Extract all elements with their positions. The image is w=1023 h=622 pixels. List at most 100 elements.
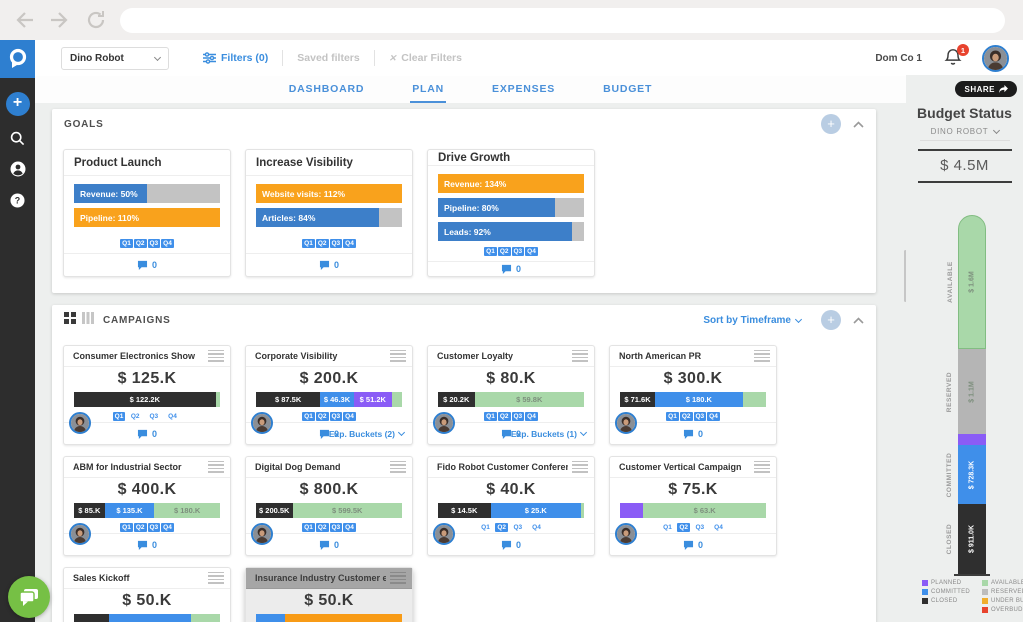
drag-handle-icon[interactable] — [572, 460, 588, 473]
budget-segment: $ 135.K — [104, 502, 155, 519]
campaign-card[interactable]: Sales Kickoff $ 50.K — [63, 567, 231, 622]
quarter-badge: Q3 — [693, 412, 707, 422]
budget-chart-segment: CLOSED $ 911.0K — [946, 504, 986, 574]
goal-metric-bar: Leads: 92% — [438, 222, 584, 242]
budget-segment — [109, 613, 191, 622]
app-logo[interactable] — [0, 40, 35, 78]
quarter-badges: Q1 Q2 Q3 Q4 — [246, 522, 412, 533]
owner-avatar[interactable] — [615, 523, 637, 546]
owner-avatar[interactable] — [251, 412, 273, 435]
browser-refresh-icon[interactable] — [84, 8, 108, 32]
owner-avatar[interactable] — [69, 523, 91, 546]
comments-button[interactable]: 0 — [137, 540, 157, 550]
campaign-card[interactable]: Customer Vertical Campaign $ 75.K $ 63.K… — [609, 456, 777, 556]
quarter-badge: Q3 — [147, 523, 161, 533]
expense-buckets-link[interactable]: Exp. Buckets (2) — [329, 429, 406, 439]
filters-button[interactable]: Filters (0) — [203, 52, 268, 64]
search-icon[interactable] — [9, 129, 27, 147]
drag-handle-icon[interactable] — [754, 460, 770, 473]
add-button[interactable] — [5, 92, 30, 116]
comments-button[interactable]: 0 — [319, 540, 339, 550]
collapse-goals-icon[interactable] — [853, 120, 864, 128]
comments-button[interactable]: 0 — [319, 260, 339, 270]
tab-expenses[interactable]: EXPENSES — [492, 83, 556, 95]
comments-button[interactable]: 0 — [501, 264, 521, 275]
comments-button[interactable]: 0 — [683, 429, 703, 439]
campaign-card[interactable]: ABM for Industrial Sector $ 400.K $ 85.K… — [63, 456, 231, 556]
tab-budget[interactable]: BUDGET — [603, 83, 653, 95]
quarter-badge: Q3 — [147, 239, 161, 248]
budget-scope-select[interactable]: DINO ROBOT — [920, 126, 1010, 141]
comments-button[interactable]: 0 — [137, 260, 157, 270]
budget-segment: $ 180.K — [154, 502, 220, 519]
campaign-card[interactable]: Insurance Industry Customer event $ 50.K — [245, 567, 413, 622]
goal-metric-bar: Articles: 84% — [256, 208, 402, 227]
comment-icon — [683, 540, 694, 550]
segment-category-label: RESERVED — [946, 371, 953, 412]
owner-avatar[interactable] — [69, 412, 91, 435]
account-icon[interactable] — [9, 160, 27, 178]
drag-handle-icon[interactable] — [208, 349, 224, 362]
account-name[interactable]: Dom Co 1 — [875, 52, 922, 64]
sort-dropdown[interactable]: Sort by Timeframe — [703, 315, 803, 326]
browser-back-icon[interactable] — [12, 8, 36, 32]
comment-count: 0 — [515, 539, 521, 550]
owner-avatar[interactable] — [615, 412, 637, 435]
legend-item: UNDER BUDGET — [982, 598, 1023, 604]
drag-handle-icon[interactable] — [754, 349, 770, 362]
campaign-card[interactable]: Digital Dog Demand $ 800.K $ 200.5K $ 599… — [245, 456, 413, 556]
address-bar[interactable] — [120, 8, 1005, 33]
help-icon[interactable]: ? — [9, 191, 27, 209]
owner-avatar[interactable] — [433, 412, 455, 435]
comments-button[interactable]: 0 — [683, 540, 703, 550]
scrollbar[interactable] — [904, 250, 907, 302]
drag-handle-icon[interactable] — [390, 460, 406, 473]
column-view-icon[interactable] — [82, 311, 94, 329]
drag-handle-icon[interactable] — [208, 460, 224, 473]
legend-swatch — [982, 598, 989, 604]
goal-name: Product Launch — [74, 156, 162, 169]
owner-avatar[interactable] — [251, 523, 273, 546]
goal-card[interactable]: Product Launch Revenue: 50% Pipeline: 110… — [63, 149, 231, 277]
tab-dashboard[interactable]: DASHBOARD — [288, 83, 365, 95]
goal-card[interactable]: Drive Growth Revenue: 134% Pipeline: 80% L… — [427, 149, 595, 277]
drag-handle-icon[interactable] — [390, 571, 406, 584]
campaign-name: Fido Robot Customer Conference — [437, 461, 568, 472]
quarter-badges: Q1 Q2 Q3 Q4 — [428, 522, 594, 533]
card-view-icon[interactable] — [64, 311, 76, 329]
notifications-bell-icon[interactable]: 1 — [944, 44, 969, 69]
campaign-card[interactable]: Consumer Electronics Show $ 125.K $ 122.… — [63, 345, 231, 445]
workspace-select[interactable]: Dino Robot — [61, 46, 169, 70]
goal-card[interactable]: Increase Visibility Website visits: 112%… — [245, 149, 413, 277]
comments-button[interactable]: 0 — [319, 429, 339, 439]
campaign-card[interactable]: Customer Loyalty $ 80.K $ 20.2K $ 59.8K Q… — [427, 345, 595, 445]
campaign-budget-bar — [74, 613, 220, 622]
add-goal-button[interactable] — [821, 114, 841, 134]
campaign-budget-bar: $ 71.6K $ 180.K — [620, 391, 766, 408]
campaigns-panel: CAMPAIGNS Sort by Timeframe Consumer Ele… — [52, 305, 876, 622]
drag-handle-icon[interactable] — [390, 349, 406, 362]
tab-plan[interactable]: PLAN — [410, 76, 447, 103]
browser-forward-icon[interactable] — [48, 8, 72, 32]
campaign-card[interactable]: North American PR $ 300.K $ 71.6K $ 180.K… — [609, 345, 777, 445]
comments-button[interactable]: 0 — [501, 429, 521, 439]
add-campaign-button[interactable] — [821, 310, 841, 330]
chat-button[interactable] — [8, 576, 50, 618]
drag-handle-icon[interactable] — [572, 349, 588, 362]
comment-icon — [137, 540, 148, 550]
quarter-badges: Q1 Q2 Q3 Q4 — [428, 411, 594, 422]
drag-handle-icon[interactable] — [208, 571, 224, 584]
share-arrow-icon — [999, 85, 1008, 93]
user-avatar[interactable] — [982, 44, 1009, 72]
share-button[interactable]: SHARE — [955, 81, 1017, 97]
comments-button[interactable]: 0 — [137, 429, 157, 439]
owner-avatar[interactable] — [433, 523, 455, 546]
campaign-card[interactable]: Corporate Visibility $ 200.K $ 87.5K $ 46… — [245, 345, 413, 445]
comment-icon — [137, 429, 148, 439]
campaign-card[interactable]: Fido Robot Customer Conference $ 40.K $ … — [427, 456, 595, 556]
expense-buckets-link[interactable]: Exp. Buckets (1) — [511, 429, 588, 439]
saved-filters-button[interactable]: Saved filters — [297, 52, 360, 64]
clear-filters-button[interactable]: Clear Filters — [389, 52, 462, 64]
comments-button[interactable]: 0 — [501, 540, 521, 550]
collapse-campaigns-icon[interactable] — [853, 316, 864, 324]
